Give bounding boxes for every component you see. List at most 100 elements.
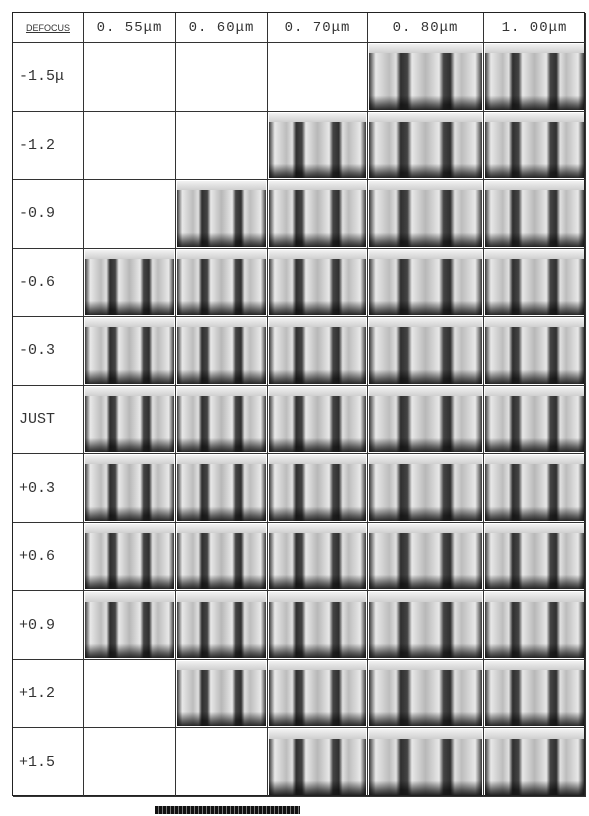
image-cell [84,522,176,592]
image-cell [84,728,176,797]
sem-image [85,523,174,590]
column-header: 0. 80μm [368,13,484,43]
image-cell [268,111,368,181]
sem-image [485,44,584,110]
sem-image [369,455,482,521]
image-cell [84,591,176,660]
sem-image [177,660,266,727]
sem-image [369,318,482,384]
sem-image [369,386,482,453]
sem-image [177,523,266,590]
column-header: DEFOCUS [13,13,84,43]
sem-image [485,729,584,795]
row-label: -0.3 [13,317,84,386]
image-cell [176,248,268,318]
column-header-text: 0. 80μm [392,19,459,36]
image-cell [484,659,586,729]
image-cell [84,385,176,455]
sem-image [269,318,366,384]
sem-image [85,455,174,521]
image-cell [268,728,368,797]
row-label-text: +0.3 [19,479,56,497]
row-label: +1.2 [13,659,84,729]
sem-image [85,592,174,658]
image-cell [176,43,268,112]
image-cell [484,454,586,523]
image-cell [484,728,586,797]
image-cell [484,522,586,592]
sem-image [85,249,174,316]
sem-image [177,386,266,453]
sem-image [485,660,584,727]
defocus-table: DEFOCUS 0. 55μm 0. 60μm 0. 70μm 0. 80μm 1. 00… [12,12,586,797]
image-cell [268,522,368,592]
column-header: 0. 60μm [176,13,268,43]
scale-stamp [155,806,300,814]
row-label-text: -1.5μ [19,68,65,86]
image-cell [368,111,484,181]
image-cell [84,659,176,729]
sem-image [485,523,584,590]
row-label: -1.2 [13,111,84,181]
row-label: -0.6 [13,248,84,318]
image-cell [368,522,484,592]
image-cell [268,248,368,318]
sem-image [369,112,482,179]
sem-image [485,455,584,521]
row-label-text: JUST [19,410,56,428]
sem-image [369,729,482,795]
row-label: +1.5 [13,728,84,797]
row-label: +0.3 [13,454,84,523]
row-label-text: -0.6 [19,273,56,291]
sem-image [369,523,482,590]
image-cell [84,248,176,318]
image-cell [368,591,484,660]
image-cell [484,111,586,181]
sem-image [485,386,584,453]
row-label-text: +0.9 [19,616,56,634]
image-cell [176,317,268,386]
row-label-text: -0.9 [19,205,56,223]
image-cell [268,43,368,112]
image-cell [484,591,586,660]
sem-image [485,592,584,658]
sem-image [485,112,584,179]
sem-image [485,249,584,316]
image-cell [176,111,268,181]
row-label-text: +1.2 [19,685,56,703]
image-cell [84,111,176,181]
image-cell [368,385,484,455]
column-header-text: 0. 70μm [284,19,351,36]
sem-image [269,455,366,521]
row-label: -0.9 [13,180,84,249]
row-label: -1.5μ [13,43,84,112]
image-cell [84,317,176,386]
image-cell [268,180,368,249]
sem-image [485,318,584,384]
sem-image [177,592,266,658]
image-cell [176,591,268,660]
sem-image [85,318,174,384]
image-cell [484,43,586,112]
column-header-text: 1. 00μm [501,19,568,36]
image-cell [368,317,484,386]
image-cell [84,180,176,249]
sem-image [485,181,584,247]
image-cell [484,180,586,249]
image-cell [84,454,176,523]
image-cell [368,43,484,112]
image-cell [368,180,484,249]
sem-image [85,386,174,453]
row-label: +0.9 [13,591,84,660]
image-cell [484,385,586,455]
sem-image [177,455,266,521]
column-header: 0. 55μm [84,13,176,43]
sem-image [177,318,266,384]
sem-image [269,112,366,179]
row-label: +0.6 [13,522,84,592]
image-cell [484,248,586,318]
image-cell [176,522,268,592]
image-cell [176,385,268,455]
image-cell [268,591,368,660]
image-cell [84,43,176,112]
